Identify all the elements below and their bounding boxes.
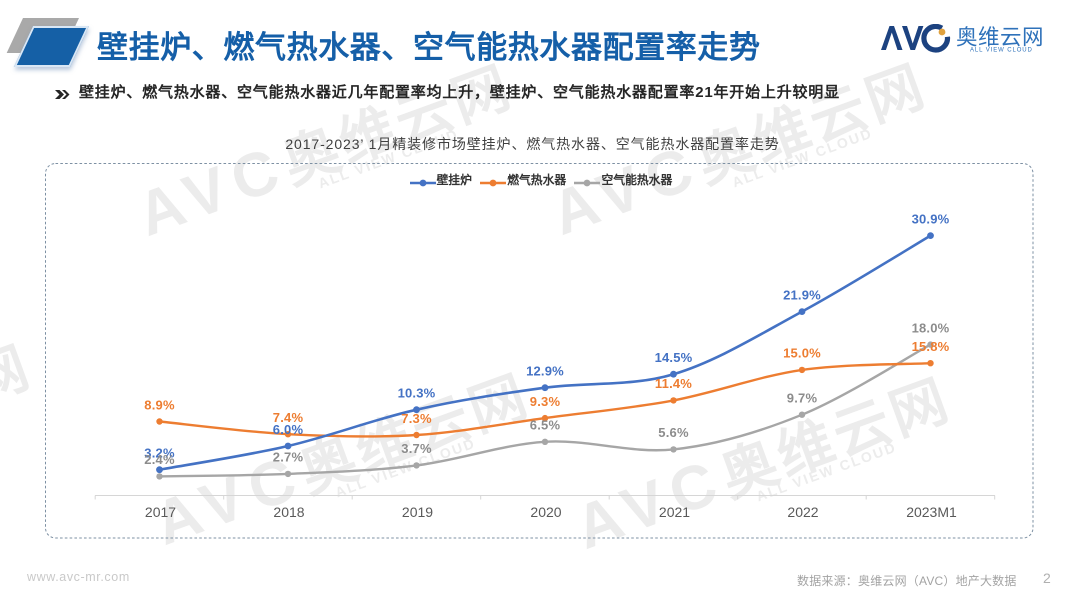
svg-text:3.2%: 3.2%: [144, 446, 175, 461]
svg-text:15.0%: 15.0%: [783, 346, 821, 361]
svg-text:11.4%: 11.4%: [655, 376, 692, 391]
svg-text:6.5%: 6.5%: [530, 418, 561, 433]
svg-text:3.7%: 3.7%: [401, 441, 432, 456]
svg-text:5.6%: 5.6%: [658, 425, 689, 440]
svg-text:2019: 2019: [402, 504, 433, 520]
svg-text:8.9%: 8.9%: [144, 397, 175, 412]
svg-text:2021: 2021: [659, 504, 690, 520]
svg-text:2023M1: 2023M1: [906, 504, 957, 520]
svg-text:2.4%: 2.4%: [144, 452, 175, 467]
svg-text:2020: 2020: [530, 504, 561, 520]
svg-text:12.9%: 12.9%: [526, 364, 564, 379]
svg-text:21.9%: 21.9%: [783, 287, 821, 302]
svg-text:奥维云网: 奥维云网: [956, 26, 1044, 50]
svg-text:2022: 2022: [787, 504, 818, 520]
svg-text:6.0%: 6.0%: [273, 422, 304, 437]
svg-text:30.9%: 30.9%: [912, 211, 950, 226]
svg-text:ALL VIEW CLOUD: ALL VIEW CLOUD: [970, 48, 1033, 54]
svg-text:2017: 2017: [145, 504, 176, 520]
svg-text:14.5%: 14.5%: [655, 350, 693, 365]
svg-text:15.8%: 15.8%: [912, 339, 950, 354]
svg-text:7.4%: 7.4%: [273, 410, 304, 425]
svg-text:7.3%: 7.3%: [401, 411, 432, 426]
svg-text:18.0%: 18.0%: [912, 320, 950, 335]
svg-text:10.3%: 10.3%: [398, 386, 436, 401]
svg-text:2018: 2018: [273, 504, 304, 520]
svg-text:2.7%: 2.7%: [273, 450, 304, 465]
svg-text:9.7%: 9.7%: [787, 391, 818, 406]
svg-text:9.3%: 9.3%: [530, 394, 561, 409]
